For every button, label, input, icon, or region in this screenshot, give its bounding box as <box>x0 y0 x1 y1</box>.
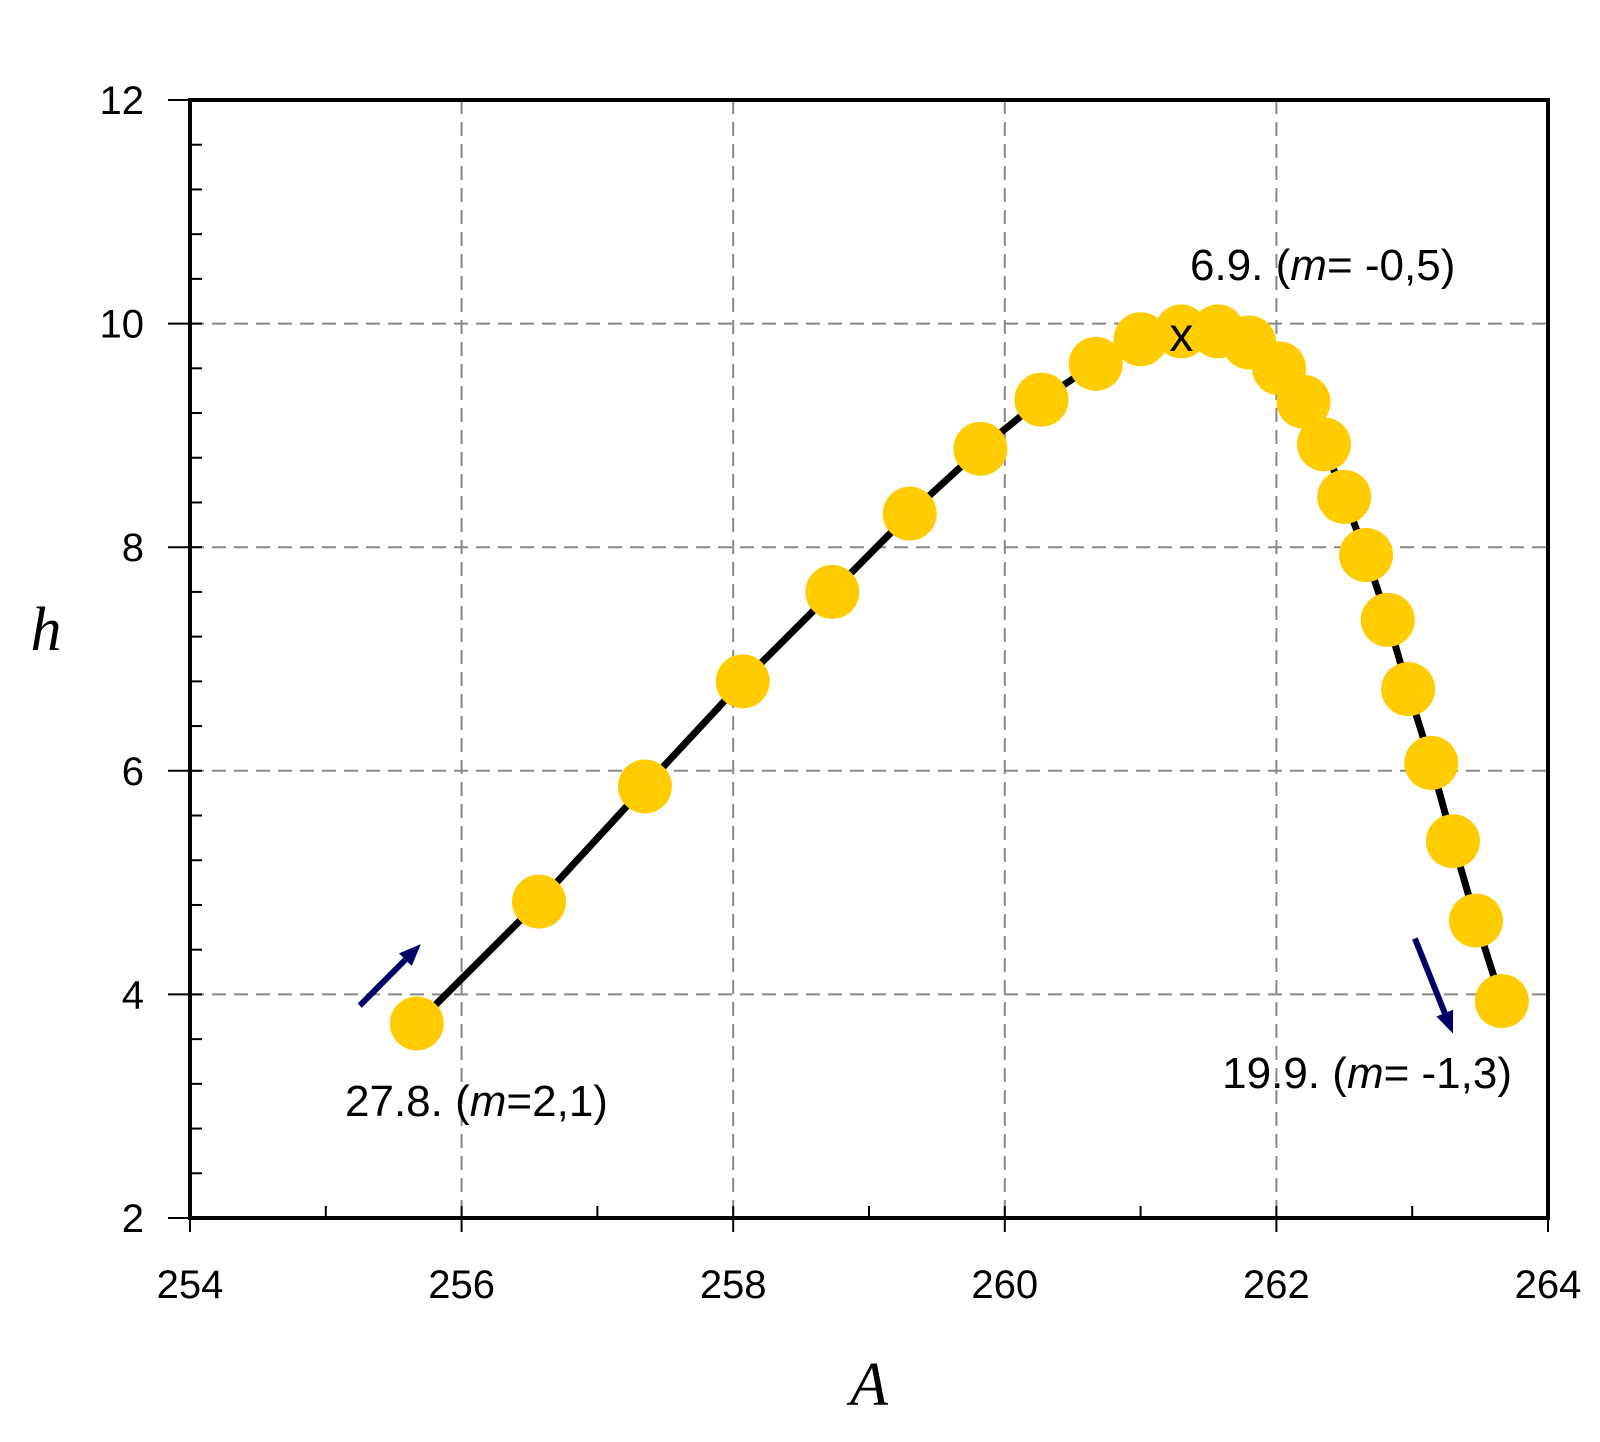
data-point <box>1276 374 1331 429</box>
data-point <box>1449 893 1504 948</box>
data-point <box>953 421 1008 476</box>
major-ticks <box>168 99 1549 1232</box>
annotation-peak: 6.9. (m= -0,5) <box>1190 241 1455 290</box>
y-tick-labels: 2 4 6 8 10 12 <box>100 79 145 1241</box>
x-tick-label: 262 <box>1243 1263 1310 1307</box>
data-point <box>1404 735 1459 790</box>
data-point <box>617 759 672 814</box>
y-tick-label: 10 <box>100 303 145 347</box>
data-point <box>882 486 937 541</box>
arrow-shaft <box>1412 937 1448 1015</box>
peak-marker: x <box>1169 309 1193 362</box>
data-point <box>805 564 860 619</box>
arrow-end-direction <box>1412 937 1454 1034</box>
arrow-head <box>1436 1009 1454 1034</box>
data-point <box>715 654 770 709</box>
x-tick-label: 264 <box>1515 1263 1582 1307</box>
data-point <box>512 874 567 929</box>
data-point <box>1339 528 1394 583</box>
y-tick-label: 2 <box>122 1197 144 1241</box>
x-tick-label: 254 <box>157 1263 224 1307</box>
x-tick-label: 256 <box>428 1263 495 1307</box>
arrows <box>357 937 1454 1034</box>
data-point <box>1381 662 1436 717</box>
x-tick-label: 260 <box>971 1263 1038 1307</box>
annotation-start: 27.8. (m=2,1) <box>345 1077 608 1126</box>
y-tick-label: 12 <box>100 79 145 123</box>
plot-frame <box>188 98 1550 1220</box>
data-point <box>1317 469 1372 524</box>
data-point <box>1360 592 1415 647</box>
data-point <box>1474 974 1529 1029</box>
data-point <box>1113 312 1168 367</box>
x-tick-label: 258 <box>700 1263 767 1307</box>
data-point <box>1425 814 1480 869</box>
arrow-shaft <box>357 957 408 1008</box>
data-point <box>1014 372 1069 427</box>
data-point <box>1068 336 1123 391</box>
arrow-start-direction <box>357 944 421 1008</box>
x-axis-title: A <box>846 1351 889 1419</box>
data-point <box>389 996 444 1051</box>
series-points <box>389 304 1529 1051</box>
y-tick-label: 4 <box>122 973 144 1017</box>
y-axis-title: h <box>31 596 62 664</box>
y-tick-label: 6 <box>122 750 144 794</box>
y-tick-label: 8 <box>122 526 144 570</box>
annotation-end: 19.9. (m= -1,3) <box>1222 1049 1512 1098</box>
data-point <box>1296 417 1351 472</box>
grid <box>190 100 1548 1218</box>
x-tick-labels: 254 256 258 260 262 264 <box>157 1263 1582 1307</box>
arrow-head <box>398 944 421 967</box>
